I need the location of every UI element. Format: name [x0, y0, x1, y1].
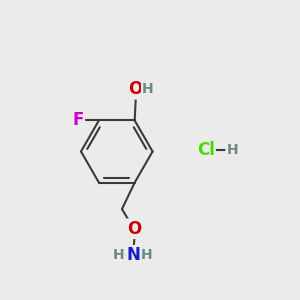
Text: O: O: [128, 220, 142, 238]
Text: H: H: [113, 248, 124, 262]
Text: O: O: [128, 80, 142, 98]
Text: N: N: [127, 246, 140, 264]
Text: H: H: [142, 82, 154, 96]
Text: Cl: Cl: [197, 141, 215, 159]
Text: H: H: [226, 143, 238, 157]
Text: H: H: [141, 248, 153, 262]
Text: F: F: [72, 112, 84, 130]
